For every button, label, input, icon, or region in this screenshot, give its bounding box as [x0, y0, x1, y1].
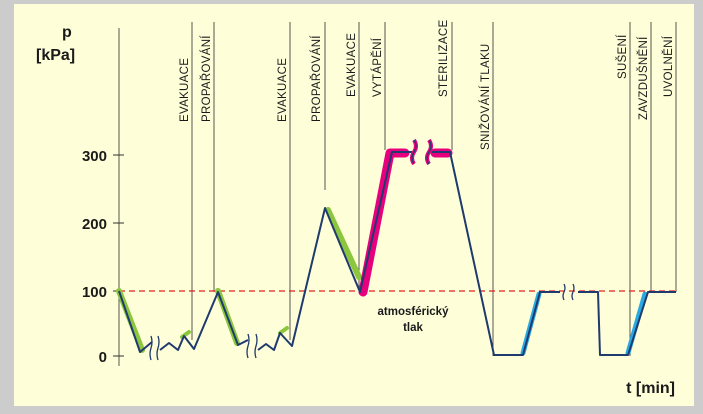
phase-labels: EVAKUACE PROPAŘOVÁNÍ EVAKUACE PROPAŘOVÁN… [179, 20, 675, 150]
phase-label-evakuace-2: EVAKUACE [277, 58, 289, 122]
break-mark-icon [149, 335, 153, 361]
break-mark-icon [411, 139, 417, 165]
phase-label-proparovani-2: PROPAŘOVÁNÍ [310, 35, 323, 122]
curve-segment [578, 291, 676, 356]
diagram-panel [14, 4, 694, 406]
sterilization-break-outline [411, 139, 432, 165]
curve-segment [257, 151, 413, 351]
break-mark-icon [562, 283, 566, 301]
curve-segment [159, 291, 249, 351]
curve-segment [118, 290, 153, 353]
y-tick-label-100: 100 [82, 284, 107, 301]
y-tick-label-0: 0 [99, 349, 107, 366]
y-tick-label-300: 300 [82, 148, 107, 165]
phase-label-snizovani-tlaku: SNIŽOVÁNÍ TLAKU [479, 43, 492, 150]
break-mark-icon [571, 283, 575, 301]
y-tick-label-200: 200 [82, 216, 107, 233]
atmospheric-label-line2: tlak [403, 322, 423, 334]
phase-label-zavzdusneni: ZAVZDUŠNĚNÍ [637, 36, 650, 120]
phase-label-uvolneni: UVOLNĚNÍ [662, 35, 675, 97]
break-marks [149, 283, 575, 361]
phase-label-evakuace-1: EVAKUACE [179, 58, 191, 122]
phase-label-suseni: SUŠENÍ [616, 34, 629, 79]
break-mark-icon [156, 335, 160, 361]
sterilization-break [410, 138, 433, 166]
phase-label-evakuace-3: EVAKUACE [346, 33, 358, 97]
break-mark-icon [254, 333, 258, 359]
phase-highlights [116, 148, 648, 356]
pressure-curve [118, 151, 676, 356]
curve-segment [432, 151, 560, 356]
phase-lines [118, 22, 677, 366]
phase-label-sterilizace: STERILIZACE [438, 20, 450, 97]
x-axis-title: t [min] [626, 380, 675, 397]
phase-label-proparovani-1: PROPAŘOVÁNÍ [200, 35, 213, 122]
y-axis-title-line2: [kPa] [36, 47, 75, 64]
evacuation-highlight [325, 207, 362, 280]
break-mark-icon [246, 333, 250, 359]
atmospheric-label-line1: atmosférický [378, 306, 450, 318]
y-axis-title-line1: p [62, 24, 72, 41]
break-mark-icon [426, 139, 432, 165]
steam-highlight [278, 326, 289, 335]
heating-highlight [358, 148, 410, 297]
phase-label-vytapeni: VYTÁPĚNÍ [371, 37, 384, 97]
